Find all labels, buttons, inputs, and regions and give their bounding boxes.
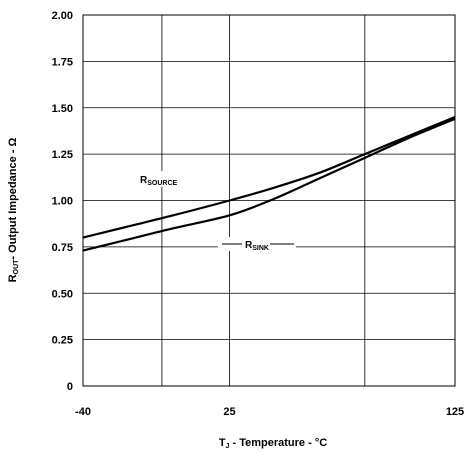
y-tick-label: 2.00 bbox=[52, 10, 73, 22]
series-lines bbox=[82, 116, 456, 252]
curve-label-rsink: RSINK bbox=[218, 237, 296, 252]
x-tick-label: 25 bbox=[223, 406, 235, 418]
x-tick-label: -40 bbox=[75, 406, 91, 418]
y-tick-label: 1.25 bbox=[52, 149, 73, 161]
y-tick-label: 0 bbox=[67, 381, 73, 393]
curve-label-rsink-text: RSINK bbox=[245, 240, 269, 252]
rsink-line bbox=[82, 117, 456, 252]
y-tick-label: 1.75 bbox=[52, 56, 73, 68]
y-tick-label: 0.50 bbox=[52, 288, 73, 300]
plot-frame bbox=[82, 14, 456, 387]
x-axis-title: TJ - Temperature - °C bbox=[219, 437, 327, 450]
y-tick-label: 0.75 bbox=[52, 242, 73, 254]
rsource-line bbox=[82, 116, 456, 239]
y-tick-label: 1.00 bbox=[52, 196, 73, 208]
tick-labels: 0 0.25 0.50 0.75 1.00 1.25 1.50 1.75 2.00 -40 25 12… bbox=[52, 10, 465, 418]
curve-label-rsource-text: RSOURCE bbox=[140, 175, 178, 187]
y-tick-label: 0.25 bbox=[52, 335, 73, 347]
y-axis-title: ROUT- Output Impedance - Ω bbox=[7, 138, 20, 283]
x-tick-label: 125 bbox=[446, 406, 464, 418]
y-tick-label: 1.50 bbox=[52, 103, 73, 115]
curve-label-rsource: RSOURCE bbox=[137, 171, 189, 187]
